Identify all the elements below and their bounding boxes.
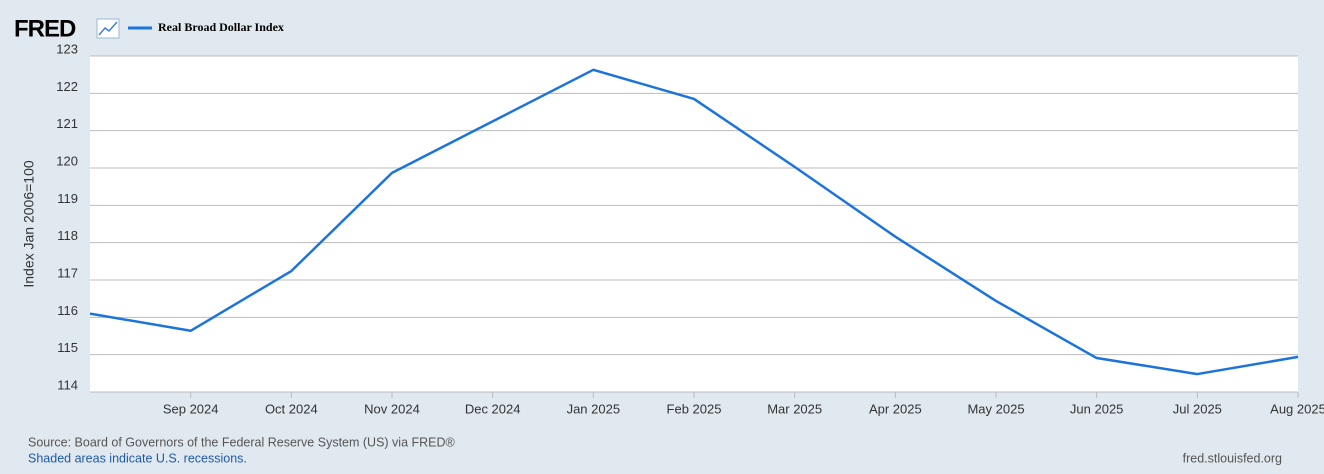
y-axis-label: Index Jan 2006=100 <box>21 160 37 287</box>
y-tick-label: 123 <box>56 41 78 56</box>
x-tick-label: Aug 2025 <box>1270 401 1324 416</box>
data-line <box>89 68 1299 376</box>
y-tick-label: 121 <box>56 116 78 131</box>
logo: FRED <box>14 15 76 42</box>
y-tick-label: 115 <box>57 340 78 355</box>
y-tick-label: 116 <box>57 303 78 318</box>
x-tick-label: Apr 2025 <box>869 401 922 416</box>
y-tick-label: 118 <box>57 228 78 243</box>
plot-area <box>90 56 1298 392</box>
site: fred.stlouisfed.org <box>1183 451 1282 465</box>
x-tick-label: Sep 2024 <box>163 401 219 416</box>
x-tick-label: Mar 2025 <box>767 401 822 416</box>
x-tick-label: Dec 2024 <box>465 401 521 416</box>
x-tick-label: Jun 2025 <box>1070 401 1124 416</box>
legend-label: Real Broad Dollar Index <box>158 20 284 34</box>
x-tick-label: Jan 2025 <box>567 401 621 416</box>
note[interactable]: Shaded areas indicate U.S. recessions. <box>28 451 247 465</box>
source: Source: Board of Governors of the Federa… <box>28 435 456 449</box>
y-tick-label: 120 <box>56 153 78 168</box>
logo-icon <box>96 18 120 39</box>
y-tick-label: 114 <box>57 377 78 392</box>
x-tick-label: May 2025 <box>967 401 1024 416</box>
y-tick-label: 122 <box>56 79 78 94</box>
x-tick-label: Feb 2025 <box>667 401 722 416</box>
x-tick-label: Jul 2025 <box>1173 401 1222 416</box>
x-tick-label: Nov 2024 <box>364 401 420 416</box>
y-tick-label: 119 <box>57 191 78 206</box>
x-tick-label: Oct 2024 <box>265 401 318 416</box>
y-tick-label: 117 <box>57 265 78 280</box>
